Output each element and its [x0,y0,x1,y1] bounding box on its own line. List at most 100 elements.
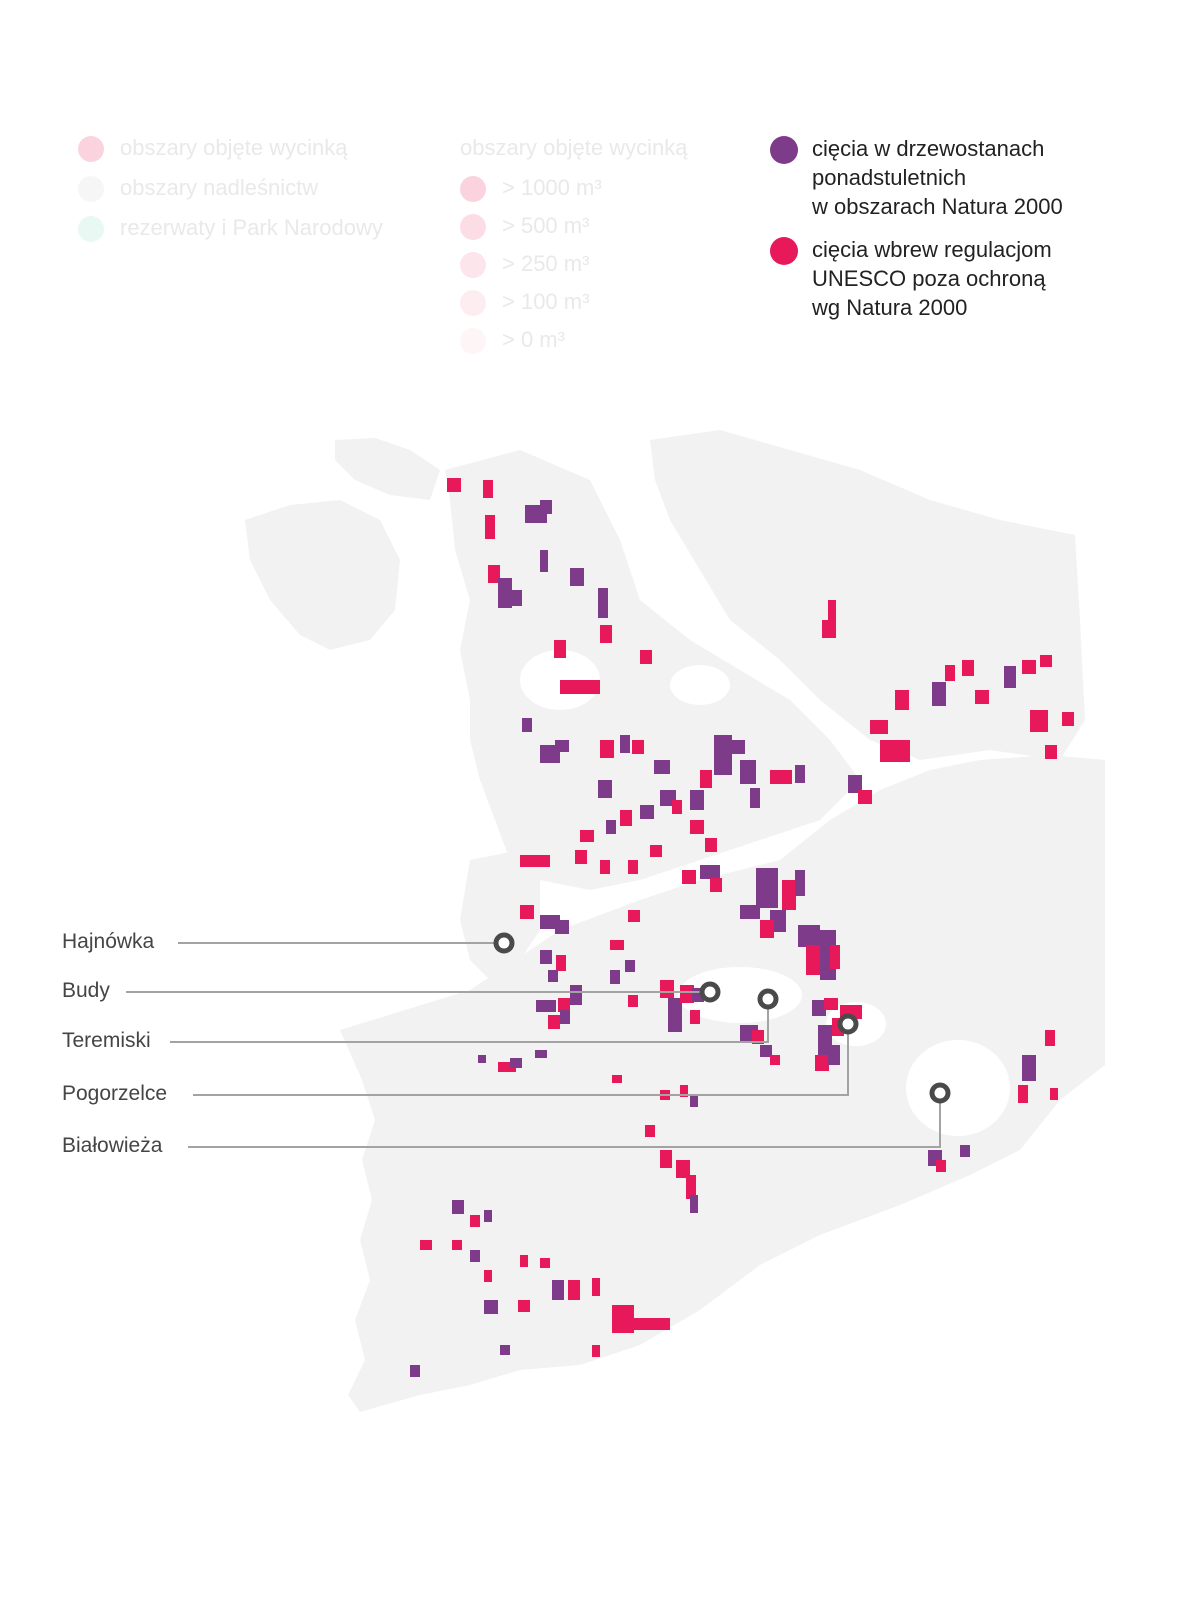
cut-patch-natura [654,760,670,774]
cut-patch-unesco [640,650,652,664]
legend-swatch-reserves [78,216,104,242]
cut-patch-natura [536,1000,556,1012]
cut-patch-unesco [540,1258,550,1268]
cut-patch-unesco [690,820,704,834]
cut-patch-unesco [568,1280,580,1300]
legend-label-natura-cuts: cięcia w drzewostanach ponadstuletnich w… [812,134,1063,221]
cut-patch-natura [522,718,532,732]
cut-patch-unesco [484,1270,492,1282]
cut-patch-unesco [752,1030,764,1044]
cut-patch-unesco [420,1240,432,1250]
cut-patch-unesco [554,640,566,658]
cut-patch-natura [690,790,704,810]
cut-patch-unesco [518,1300,530,1312]
cut-patch-natura [798,925,820,947]
cut-patch-unesco [556,955,566,971]
forest-area-main [340,755,1105,1412]
place-marker-hajnowka[interactable] [493,932,515,954]
cut-patch-unesco [690,1010,700,1024]
legend-line: ponadstuletnich [812,165,967,190]
cut-patch-natura [1022,1055,1036,1081]
cut-patch-natura [795,765,805,783]
cut-patch-unesco [452,1240,462,1250]
cut-patch-natura [510,1058,522,1068]
cut-patch-unesco [470,1215,480,1227]
cut-patch-unesco [488,565,500,583]
legend-swatch-gt-250 [460,252,486,278]
cut-patch-unesco [558,998,570,1012]
legend-line: cięcia wbrew regulacjom [812,237,1052,262]
cut-patch-natura [700,865,720,879]
cut-patch-unesco [782,880,796,910]
cut-patch-unesco [620,810,632,826]
leader-line-bialowieza [188,1094,941,1148]
cut-patch-natura [570,568,584,586]
legend-line: cięcia w drzewostanach [812,136,1045,161]
cut-patch-unesco [548,1015,560,1029]
cut-patch-unesco [1022,660,1036,674]
place-marker-pogorzelce[interactable] [837,1013,859,1035]
cut-patch-natura [756,868,778,908]
place-marker-budy[interactable] [699,981,721,1003]
cut-patch-unesco [975,690,989,704]
cut-patch-unesco [806,945,822,975]
cut-patch-unesco [600,860,610,874]
legend-swatch-cut-areas [78,136,104,162]
forest-area-north-top [335,438,440,500]
cut-patch-unesco [612,1075,622,1083]
legend-label-gt-500: > 500 m³ [502,213,590,238]
clearing-layer [520,650,1010,1136]
cut-patch-unesco [680,1085,688,1097]
place-marker-teremiski[interactable] [757,988,779,1010]
cut-patch-natura [725,740,745,754]
cut-patch-unesco [645,1125,655,1137]
cut-patch-unesco [830,945,840,969]
forest-area-west [460,850,540,980]
cut-patch-natura [740,905,760,919]
leader-line-pogorzelce [193,1025,849,1096]
legend-label-reserves: rezerwaty i Park Narodowy [120,215,383,240]
cut-patch-natura [690,1095,698,1107]
leader-line-teremiski [170,999,769,1043]
cut-patch-natura [540,500,552,514]
cut-patch-natura [690,1195,698,1213]
cut-patch-unesco [672,800,682,814]
legend-swatch-gt-500 [460,214,486,240]
legend-label-unesco-cuts: cięcia wbrew regulacjom UNESCO poza ochr… [812,235,1052,322]
cut-patch-unesco [936,1160,946,1172]
cut-patch-natura [560,1010,570,1024]
cut-patch-unesco [600,740,614,758]
cut-patch-unesco [650,845,662,857]
cut-patch-unesco [632,740,644,754]
cut-patch-natura [640,805,654,819]
cut-patch-unesco [630,1318,670,1330]
cut-patch-natura [555,740,569,752]
place-label-pogorzelce: Pogorzelce [62,1082,168,1105]
legend-label-gt-1000: > 1000 m³ [502,175,602,200]
cut-patch-unesco [1018,1085,1028,1103]
cut-patch-unesco [858,790,872,804]
cut-patch-unesco [447,478,461,492]
cut-patch-unesco [628,910,640,922]
cut-patch-natura [610,970,620,984]
cut-patch-natura [552,1280,564,1300]
cut-patch-unesco [770,770,792,784]
cut-patch-unesco [580,830,594,842]
cut-patch-natura [555,920,569,934]
cut-patch-natura [620,735,630,753]
place-label-bialowieza: Białowieża [62,1134,163,1157]
cut-patch-unesco [612,1305,634,1333]
legend-label-cut-areas: obszary objęte wycinką [120,135,348,160]
cut-patch-natura [606,820,616,834]
cut-patch-unesco [1062,712,1074,726]
leader-lines-layer [126,942,941,1148]
cut-patch-unesco [520,1255,528,1267]
cut-patch-natura [484,1300,498,1314]
cut-patch-unesco [592,1345,600,1357]
cut-patch-unesco [822,620,836,638]
cut-patch-natura [410,1365,420,1377]
legend-swatch-gt-1000 [460,176,486,202]
place-marker-bialowieza[interactable] [929,1082,951,1104]
cut-patch-unesco [870,720,888,734]
